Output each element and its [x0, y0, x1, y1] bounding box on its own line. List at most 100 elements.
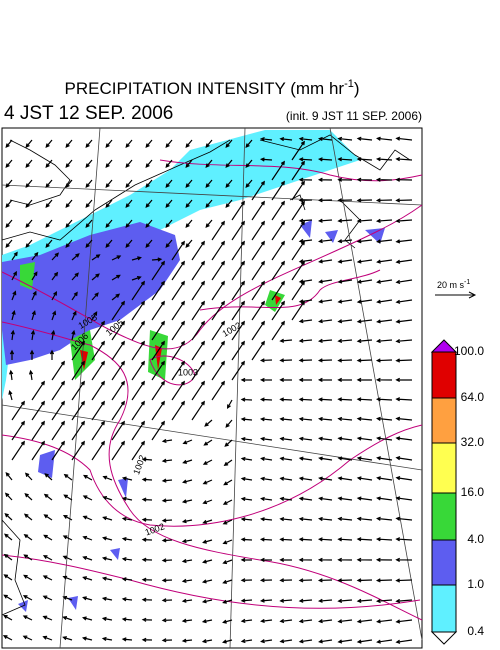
wind-arrow: [231, 360, 245, 381]
wind-arrow: [395, 218, 413, 224]
wind-arrow: [105, 239, 113, 248]
wind-arrow: [395, 279, 413, 284]
colorbar: [430, 339, 458, 645]
wind-arrow: [222, 579, 233, 584]
valid-time: 4 JST 12 SEP. 2006: [4, 103, 173, 124]
precip-light: [2, 130, 360, 400]
wind-arrow: [251, 340, 265, 361]
wind-arrow: [85, 239, 93, 248]
wind-arrow: [271, 200, 285, 221]
wind-arrow: [202, 519, 213, 524]
wind-arrow: [91, 311, 98, 321]
wind-arrow: [31, 420, 45, 441]
wind-arrow: [91, 340, 105, 361]
wind-arrow: [65, 239, 73, 248]
wind-arrow: [376, 279, 393, 284]
wind-arrow: [185, 239, 193, 248]
wind-arrow: [25, 139, 33, 148]
wind-arrow: [376, 496, 393, 501]
wind-arrow: [356, 136, 373, 141]
wind-arrow: [222, 519, 233, 525]
wind-arrow: [395, 377, 413, 383]
wind-arrow: [111, 340, 125, 361]
wind-arrow: [181, 558, 193, 564]
wind-arrow: [298, 157, 313, 162]
wind-arrow: [165, 179, 173, 188]
wind-arrow: [271, 320, 285, 341]
wind-arrow: [181, 519, 193, 524]
wind-arrow: [356, 436, 373, 441]
wind-arrow: [211, 260, 225, 281]
wind-arrow: [318, 299, 333, 304]
wind-arrow: [222, 559, 233, 565]
wind-arrow: [42, 615, 53, 621]
precip-heavy: [20, 262, 285, 380]
wind-arrow: [271, 180, 285, 201]
wind-arrow: [356, 598, 373, 604]
wind-arrow: [318, 436, 333, 441]
wind-arrow: [225, 179, 233, 188]
wind-arrow: [161, 478, 173, 483]
wind-arrow: [91, 400, 105, 421]
colorbar-label: 32.0: [461, 435, 485, 449]
wind-arrow: [91, 440, 105, 461]
wind-arrow: [4, 533, 13, 541]
wind-arrow: [10, 329, 15, 341]
wind-arrow: [131, 380, 145, 401]
wind-arrow: [4, 492, 13, 501]
wind-arrow: [71, 440, 85, 461]
wind-arrow: [22, 615, 33, 621]
wind-arrow: [279, 496, 293, 501]
wind-arrow: [101, 596, 113, 601]
wind-arrow: [51, 290, 58, 301]
wind-arrow: [205, 139, 213, 148]
wind-arrow: [201, 599, 213, 604]
wind-arrow: [395, 397, 413, 402]
wind-arrow: [25, 179, 33, 188]
wind-arrow: [65, 219, 73, 228]
colorbar-top: [430, 339, 458, 353]
wind-arrow: [202, 499, 213, 505]
wind-arrow: [279, 377, 293, 383]
wind-arrow: [145, 139, 153, 148]
wind-arrow: [111, 255, 122, 261]
wind-arrow: [165, 159, 173, 168]
wind-arrow: [11, 270, 17, 281]
wind-arrow: [24, 472, 33, 481]
wind-arrow: [2, 635, 13, 641]
wind-arrow: [24, 493, 33, 501]
wind-arrow: [222, 599, 233, 604]
wind-arrow: [171, 260, 185, 281]
wind-arrow: [211, 320, 225, 341]
isobar-label: 1003: [178, 367, 198, 377]
wind-arrow: [298, 338, 313, 343]
wind-arrow: [185, 139, 193, 148]
wind-arrow: [131, 420, 145, 441]
wind-arrow: [222, 639, 233, 644]
wind-arrow: [376, 416, 393, 421]
wind-arrow: [65, 199, 73, 208]
title-end: ): [354, 79, 360, 98]
wind-arrow: [5, 471, 13, 481]
wind-arrow: [231, 220, 245, 241]
wind-arrow: [9, 349, 15, 360]
wind-arrow: [11, 420, 25, 441]
wind-arrow: [202, 459, 213, 465]
wind-arrow: [231, 320, 245, 341]
wind-arrow: [395, 436, 413, 441]
wind-arrow: [161, 518, 173, 523]
wind-arrow: [376, 619, 393, 624]
wind-arrow: [337, 496, 353, 501]
wind-arrow: [356, 496, 373, 501]
wind-arrow: [51, 420, 65, 441]
wind-arrow: [395, 338, 413, 344]
wind-arrow: [337, 319, 353, 324]
wind-arrow: [25, 219, 33, 228]
wind-arrow: [31, 440, 45, 461]
wind-arrow: [49, 349, 55, 360]
wind-arrow: [51, 380, 65, 401]
wind-arrow: [151, 340, 165, 361]
wind-arrow: [11, 251, 18, 261]
wind-arrow: [202, 559, 213, 564]
wind-arrow: [211, 360, 225, 381]
